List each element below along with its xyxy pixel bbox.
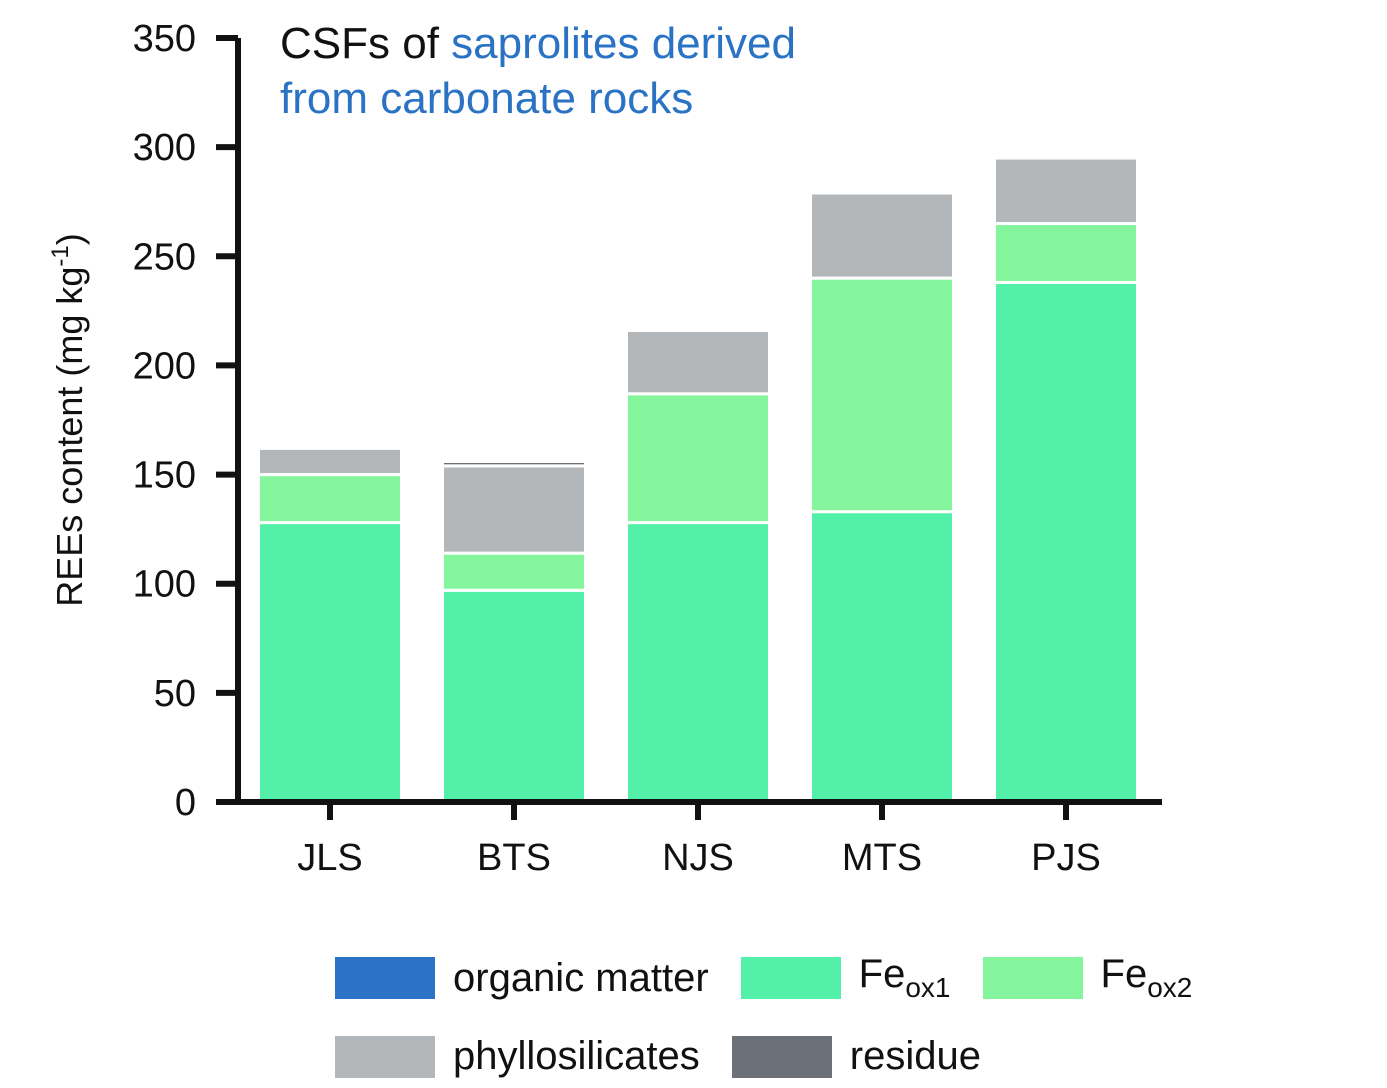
y-tick-label-350: 350 [133, 18, 196, 60]
bar-mts-series-3 [809, 191, 955, 280]
bar-jls-series-3 [257, 446, 403, 477]
y-axis-label-sup: -1 [47, 245, 74, 266]
title-line2: from carbonate rocks [280, 74, 693, 123]
legend-feox1-main: Fe [858, 952, 906, 996]
bar-pjs-series-2 [993, 222, 1139, 284]
legend-row-1: organic matter Feox1 Feox2 [335, 952, 1224, 1004]
legend-feox1-sub: ox1 [905, 972, 951, 1003]
chart-title: CSFs of saprolites derived from carbonat… [280, 19, 796, 123]
axes-group: JLS BTS NJS MTS PJS 0 50 100 150 200 250 300 350 [133, 18, 1162, 879]
bar-mts-series-1 [809, 510, 955, 804]
legend-feox2-main: Fe [1100, 952, 1148, 996]
y-tick-label-250: 250 [133, 236, 196, 278]
legend-item-feox2: Feox2 [982, 952, 1225, 1004]
y-tick-label-150: 150 [133, 455, 196, 497]
legend-swatch-residue [731, 1035, 832, 1078]
legend-label-feox2: Feox2 [1101, 952, 1193, 1004]
legend-swatch-feox2 [982, 957, 1083, 999]
bar-bts-series-1 [441, 588, 587, 804]
legend-label-phyllosilicates: phyllosilicates [453, 1034, 700, 1078]
bar-njs-series-1 [625, 521, 771, 804]
x-tick-label-jls: JLS [297, 837, 362, 879]
legend-row-2: phyllosilicates residue [335, 1034, 1013, 1079]
bar-jls-series-2 [257, 473, 403, 525]
bar-pjs-series-1 [993, 280, 1139, 804]
legend-item-residue: residue [731, 1034, 1013, 1079]
legend-item-phyllosilicates: phyllosilicates [335, 1034, 732, 1079]
bars-group [257, 156, 1139, 804]
bar-bts-series-3 [441, 464, 587, 555]
legend-swatch-organic-matter [335, 957, 435, 999]
legend-item-feox1: Feox1 [740, 952, 983, 1004]
x-tick-label-njs: NJS [662, 837, 734, 879]
x-tick-label-bts: BTS [477, 837, 551, 879]
legend-swatch-phyllosilicates [335, 1035, 435, 1078]
y-axis-label-close: ) [49, 233, 90, 245]
legend-item-organic-matter: organic matter [335, 956, 741, 1001]
svg-text:CSFs of saprolites derived: CSFs of saprolites derived [280, 19, 796, 68]
legend-label-organic-matter: organic matter [453, 955, 709, 1000]
y-axis-label: REEs content (mg kg-1) [47, 233, 90, 606]
x-tick-label-pjs: PJS [1031, 837, 1101, 879]
bar-mts-series-2 [809, 276, 955, 514]
bar-bts-series-2 [441, 551, 587, 592]
title-part2: saprolites derived [451, 19, 796, 68]
y-tick-label-100: 100 [133, 564, 196, 606]
y-tick-label-300: 300 [133, 127, 196, 169]
bar-bts-series-4 [441, 459, 587, 468]
x-tick-label-mts: MTS [842, 837, 922, 879]
legend-label-residue: residue [849, 1034, 981, 1078]
bar-njs-series-3 [625, 329, 771, 396]
title-part1: CSFs of [280, 19, 451, 68]
legend-swatch-feox1 [740, 957, 841, 999]
bar-njs-series-2 [625, 392, 771, 525]
bar-jls-series-1 [257, 521, 403, 804]
bar-pjs-series-3 [993, 156, 1139, 226]
legend-label-feox1: Feox1 [859, 952, 951, 1004]
legend-feox2-sub: ox2 [1147, 972, 1193, 1003]
y-tick-label-50: 50 [154, 673, 196, 715]
y-tick-label-200: 200 [133, 345, 196, 387]
y-axis-label-main: REEs content (mg kg [49, 267, 90, 607]
y-tick-label-0: 0 [175, 782, 196, 824]
stacked-bar-chart: CSFs of saprolites derived from carbonat… [47, 18, 1162, 879]
